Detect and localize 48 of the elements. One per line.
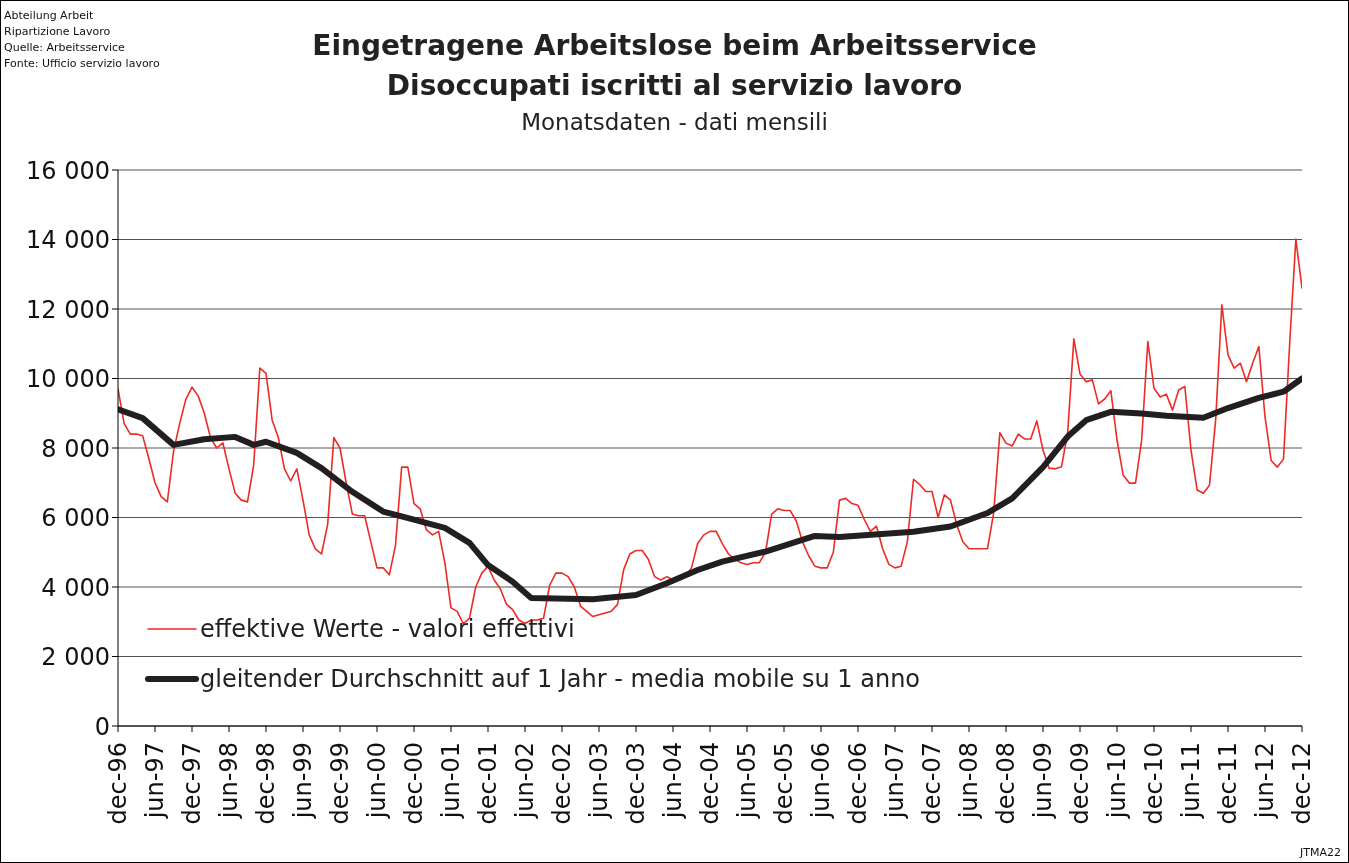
y-tick-label: 6 000	[41, 504, 110, 533]
x-tick-label: dec-02	[548, 742, 576, 825]
x-tick-label: jun-00	[363, 742, 391, 820]
x-tick-label: jun-97	[141, 742, 169, 820]
x-tick-label: jun-03	[585, 742, 613, 820]
x-tick-label: jun-06	[807, 742, 835, 820]
x-tick-label: dec-08	[992, 742, 1020, 825]
x-tick-label: jun-08	[955, 742, 983, 820]
x-tick-label: dec-05	[770, 742, 798, 825]
x-tick-label: dec-10	[1140, 742, 1168, 825]
x-tick-label: dec-01	[474, 742, 502, 825]
y-tick-label: 8 000	[41, 434, 110, 463]
text: JTMA22	[1300, 846, 1341, 859]
x-tick-label: dec-03	[622, 742, 650, 825]
x-tick-label: dec-09	[1066, 742, 1094, 825]
x-tick-label: dec-97	[178, 742, 206, 825]
x-tick-label: dec-07	[918, 742, 946, 825]
x-tick-label: dec-00	[400, 742, 428, 825]
text: Abteilung Arbeit Ripartizione Lavoro Quelle: Arbeitsservice Fonte: Ufficio servizio lavoro	[4, 8, 160, 72]
y-tick-label: 16 000	[26, 156, 110, 185]
x-tick-label: jun-05	[733, 742, 761, 820]
x-tick-label: jun-10	[1103, 742, 1131, 820]
x-tick-label: dec-11	[1214, 742, 1242, 825]
chart-subtitle: Monatsdaten - dati mensili	[520, 108, 829, 137]
x-tick-label: jun-07	[881, 742, 909, 820]
x-tick-label: jun-02	[511, 742, 539, 820]
y-tick-label: 14 000	[26, 226, 110, 255]
x-tick-label: dec-04	[696, 742, 724, 825]
x-tick-label: dec-96	[104, 742, 132, 825]
y-tick-label: 2 000	[41, 643, 110, 672]
y-tick-label: 0	[94, 712, 110, 741]
x-tick-label: dec-98	[252, 742, 280, 825]
x-tick-label: jun-09	[1029, 742, 1057, 820]
x-tick-label: jun-11	[1177, 742, 1205, 820]
x-tick-label: jun-98	[215, 742, 243, 820]
x-tick-label: jun-01	[437, 742, 465, 820]
legend-label: effektive Werte - valori effettivi	[200, 615, 575, 643]
chart-title: Eingetragene Arbeitslose beim Arbeitsservice Disoccupati iscritti al servizio lavoro	[312, 29, 1037, 102]
y-tick-label: 4 000	[41, 573, 110, 602]
x-tick-label: jun-04	[659, 742, 687, 820]
x-tick-label: dec-12	[1288, 742, 1316, 825]
x-tick-label: jun-99	[289, 742, 317, 820]
legend-label: gleitender Durchschnitt auf 1 Jahr - media mobile su 1 anno	[200, 665, 921, 693]
x-tick-label: dec-06	[844, 742, 872, 825]
x-tick-label: jun-12	[1251, 742, 1279, 820]
y-tick-label: 12 000	[26, 295, 110, 324]
y-tick-label: 10 000	[26, 365, 110, 394]
x-tick-label: dec-99	[326, 742, 354, 825]
